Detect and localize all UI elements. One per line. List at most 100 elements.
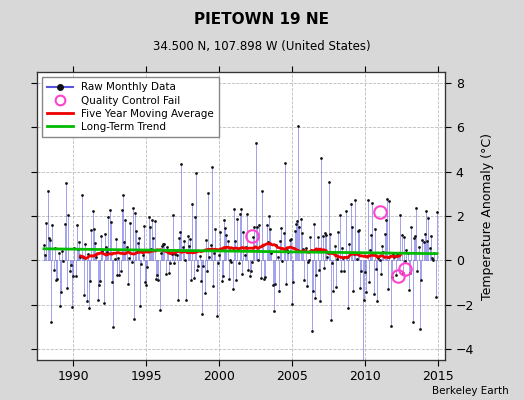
Point: [227, 258, 235, 265]
Point: [346, 200, 355, 207]
Point: [321, 230, 329, 237]
Point: [81, 241, 90, 247]
Point: [328, 260, 336, 266]
Point: [176, 229, 184, 235]
Point: [323, 254, 332, 260]
Point: [315, 266, 323, 273]
Point: [255, 222, 264, 228]
Point: [211, 226, 220, 232]
Point: [191, 214, 199, 220]
Point: [232, 276, 241, 283]
Point: [104, 213, 113, 220]
Point: [283, 247, 291, 254]
Point: [186, 236, 194, 242]
Y-axis label: Temperature Anomaly (°C): Temperature Anomaly (°C): [481, 132, 494, 300]
Point: [73, 222, 81, 228]
Point: [113, 272, 121, 278]
Point: [209, 282, 217, 289]
Point: [74, 246, 82, 253]
Point: [261, 274, 269, 280]
Point: [159, 241, 167, 247]
Point: [365, 278, 373, 285]
Point: [380, 231, 389, 237]
Point: [385, 198, 394, 204]
Point: [347, 223, 356, 230]
Point: [138, 252, 147, 258]
Point: [148, 217, 157, 223]
Point: [103, 249, 112, 255]
Point: [391, 272, 400, 278]
Point: [70, 245, 79, 252]
Point: [134, 240, 142, 246]
Point: [325, 231, 334, 237]
Point: [172, 252, 181, 259]
Point: [370, 225, 379, 232]
Point: [275, 288, 283, 294]
Point: [210, 250, 219, 256]
Point: [266, 226, 275, 232]
Point: [75, 239, 83, 245]
Point: [102, 244, 110, 250]
Point: [182, 296, 191, 303]
Point: [86, 278, 94, 284]
Point: [290, 228, 299, 235]
Point: [177, 161, 185, 168]
Point: [277, 225, 286, 231]
Point: [311, 295, 320, 302]
Point: [394, 252, 402, 258]
Point: [181, 257, 189, 263]
Point: [336, 268, 345, 274]
Point: [145, 214, 153, 221]
Point: [203, 268, 211, 274]
Point: [219, 273, 227, 279]
Point: [108, 278, 116, 285]
Point: [310, 220, 318, 227]
Point: [97, 233, 105, 239]
Point: [279, 230, 288, 236]
Point: [390, 254, 399, 261]
Point: [132, 228, 140, 234]
Point: [204, 190, 212, 196]
Point: [368, 200, 377, 206]
Point: [263, 222, 271, 228]
Point: [309, 288, 317, 294]
Point: [231, 238, 239, 244]
Point: [429, 257, 438, 264]
Point: [373, 298, 381, 304]
Point: [192, 169, 200, 176]
Point: [141, 279, 149, 285]
Point: [68, 304, 76, 310]
Point: [345, 241, 354, 247]
Point: [379, 248, 388, 255]
Point: [257, 188, 266, 194]
Point: [111, 255, 119, 262]
Point: [233, 216, 242, 222]
Point: [397, 231, 406, 238]
Point: [256, 275, 265, 281]
Point: [118, 206, 126, 213]
Point: [312, 272, 321, 278]
Point: [319, 233, 327, 240]
Point: [123, 244, 131, 251]
Point: [245, 273, 254, 280]
Point: [320, 264, 328, 271]
Point: [115, 272, 124, 278]
Point: [101, 230, 109, 237]
Point: [193, 267, 201, 273]
Point: [84, 251, 92, 258]
Point: [378, 242, 386, 249]
Point: [247, 268, 255, 274]
Point: [54, 250, 63, 256]
Point: [59, 258, 68, 264]
Point: [384, 286, 392, 292]
Point: [399, 270, 407, 277]
Point: [298, 230, 306, 236]
Point: [85, 305, 93, 312]
Point: [198, 311, 206, 317]
Point: [168, 251, 176, 257]
Point: [45, 235, 53, 242]
Point: [93, 297, 102, 303]
Point: [116, 268, 125, 274]
Point: [225, 276, 233, 282]
Point: [157, 250, 165, 256]
